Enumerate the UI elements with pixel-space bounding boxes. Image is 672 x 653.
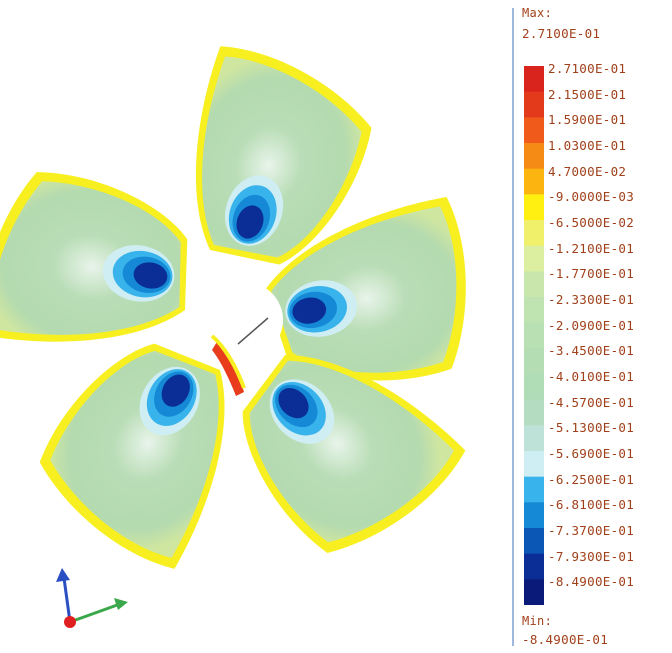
colorbar-tick-label: -8.4900E-01: [548, 574, 635, 590]
colorbar-swatch-10: [524, 322, 544, 349]
colorbar-swatch-19: [524, 553, 544, 580]
colorbar-swatch-16: [524, 476, 544, 503]
colorbar-tick-label: -7.3700E-01: [548, 523, 635, 538]
colorbar-swatch-11: [524, 348, 544, 375]
high-pressure-streak: [212, 340, 244, 396]
propeller-viewport[interactable]: [0, 0, 510, 653]
propeller-contour-plot: [0, 39, 484, 628]
colorbar-swatch-3: [524, 143, 544, 170]
hub: [207, 282, 283, 358]
colorbar-swatch-8: [524, 271, 544, 298]
colorbar-swatch-20: [524, 579, 544, 605]
colorbar-tick-label: -5.1300E-01: [548, 420, 635, 436]
colorbar-tick-label: -1.2100E-01: [548, 240, 635, 256]
colorbar-tick-label: -6.2500E-01: [548, 471, 635, 487]
max-label: Max:: [522, 6, 553, 20]
colorbar-tick-label: -2.0900E-01: [548, 317, 635, 333]
blade-5: [0, 164, 205, 370]
colorbar-tick-label: 2.7100E-01: [548, 61, 627, 76]
colorbar-tick-label: -1.7700E-01: [548, 266, 635, 282]
colorbar-tick-label: -5.6900E-01: [548, 446, 635, 461]
colorbar-swatch-0: [524, 66, 544, 93]
colorbar-tick-label: -2.3300E-01: [548, 292, 635, 307]
colorbar-tick-label: 2.1500E-01: [548, 86, 627, 102]
colorbar-swatch-12: [524, 374, 544, 401]
colorbar-swatch-7: [524, 245, 544, 272]
panel-divider: [512, 8, 514, 646]
xyz-axis-triad-icon[interactable]: [56, 568, 128, 628]
colorbar-swatch-4: [524, 168, 544, 195]
colorbar-swatch-1: [524, 91, 544, 118]
colorbar-swatch-15: [524, 451, 544, 478]
colorbar-swatch-2: [524, 117, 544, 144]
colorbar: [524, 66, 544, 605]
colorbar-tick-label: 1.5900E-01: [548, 112, 627, 128]
colorbar-swatch-6: [524, 220, 544, 247]
colorbar-swatch-14: [524, 425, 544, 452]
colorbar-tick-label: -7.9300E-01: [548, 548, 635, 564]
colorbar-tick-label: -3.4500E-01: [548, 343, 635, 359]
colorbar-tick-label: -4.5700E-01: [548, 394, 635, 410]
colorbar-swatch-17: [524, 502, 544, 529]
colorbar-tick-label: -6.5000E-02: [548, 215, 635, 230]
colorbar-tick-label: 1.0300E-01: [548, 138, 627, 153]
colorbar-tick-label: -9.0000E-03: [548, 189, 635, 205]
max-value: 2.7100E-01: [522, 26, 601, 41]
colorbar-tick-label: 4.7000E-02: [548, 163, 627, 179]
shaft-line: [237, 317, 269, 345]
colorbar-swatch-9: [524, 297, 544, 324]
min-value: -8.4900E-01: [522, 632, 609, 647]
colorbar-tick-label: -4.0100E-01: [548, 369, 635, 384]
colorbar-swatch-5: [524, 194, 544, 221]
colorbar-tick-labels: 2.7100E-01 2.1500E-01 1.5900E-01 1.0300E-01…: [548, 60, 672, 610]
min-label: Min:: [522, 614, 553, 628]
colorbar-swatch-13: [524, 399, 544, 426]
colorbar-swatch-18: [524, 528, 544, 555]
colorbar-tick-label: -6.8100E-01: [548, 497, 635, 513]
color-legend: Max: 2.7100E-01 2.7100E-01 2.1500E-01 1.59…: [516, 0, 672, 653]
